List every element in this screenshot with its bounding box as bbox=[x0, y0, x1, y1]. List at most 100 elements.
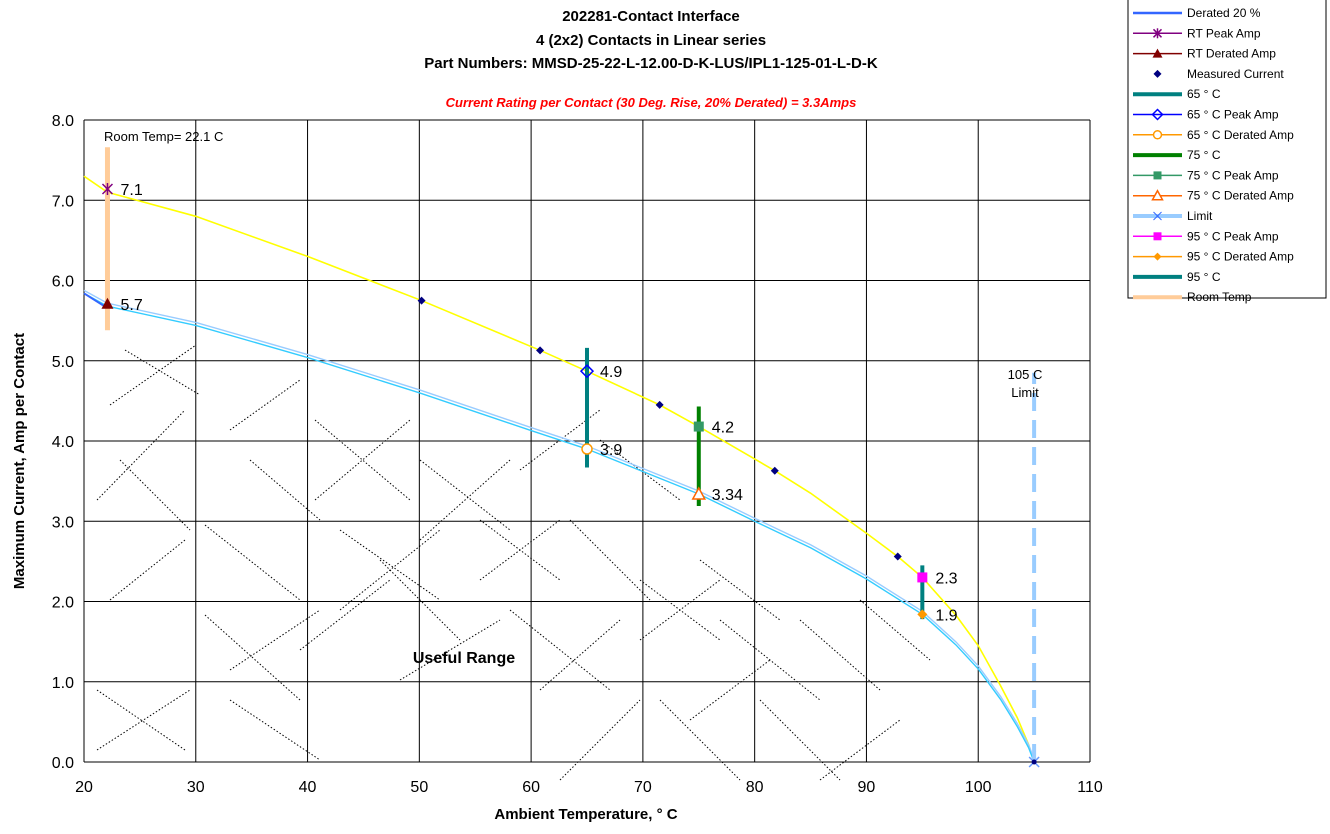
legend-label: 75 ° C Derated Amp bbox=[1187, 189, 1294, 203]
y-tick-label: 6.0 bbox=[52, 274, 74, 291]
legend-label: 95 ° C Derated Amp bbox=[1187, 250, 1294, 264]
legend: Derated 20 % RT Peak Amp RT Derated Amp Mea… bbox=[1127, 0, 1327, 304]
data-point bbox=[1152, 130, 1163, 140]
y-tick-label: 4.0 bbox=[52, 434, 74, 451]
endpoint-dot bbox=[1031, 759, 1037, 765]
hatch-line bbox=[109, 539, 186, 601]
curves bbox=[83, 175, 1035, 763]
hatch-line bbox=[699, 559, 781, 621]
legend-entry: 65 ° C Peak Amp bbox=[1133, 108, 1279, 122]
data-point bbox=[770, 466, 779, 475]
hatch-line bbox=[819, 719, 901, 781]
y-tick-label: 2.0 bbox=[52, 595, 74, 612]
x-tick-label: 70 bbox=[634, 779, 652, 796]
hatch-line bbox=[379, 559, 461, 641]
legend-entry: Derated 20 % bbox=[1133, 6, 1261, 20]
data-point bbox=[101, 297, 114, 309]
hatch-line bbox=[249, 459, 321, 521]
data-point bbox=[691, 486, 707, 500]
legend-entry: Limit bbox=[1133, 209, 1213, 223]
hatch-line bbox=[109, 344, 197, 406]
hatch-line bbox=[689, 659, 771, 721]
hatch-line bbox=[509, 609, 611, 691]
data-point bbox=[655, 400, 664, 409]
y-tick-label: 7.0 bbox=[52, 193, 74, 210]
legend-label: RT Peak Amp bbox=[1187, 26, 1261, 40]
data-point bbox=[893, 552, 902, 561]
hatch-line bbox=[119, 459, 191, 531]
hatch-line bbox=[759, 699, 841, 781]
hatch-line bbox=[96, 689, 186, 751]
hatch-line bbox=[96, 689, 191, 751]
chart-title-line-1: 202281-Contact Interface bbox=[562, 8, 740, 25]
legend-label: 75 ° C Peak Amp bbox=[1187, 168, 1279, 182]
legend-box bbox=[1127, 0, 1327, 299]
chart-title-line-3: Part Numbers: MMSD-25-22-L-12.00-D-K-LUS… bbox=[424, 55, 878, 72]
hatch-line bbox=[204, 614, 301, 701]
range-bars bbox=[104, 147, 1037, 762]
useful-range-hatch bbox=[96, 344, 931, 781]
hatch-line bbox=[96, 409, 186, 501]
limit-annotation-line-1: 105 C bbox=[1008, 367, 1043, 382]
hatch-line bbox=[479, 519, 561, 581]
legend-entry: Measured Current bbox=[1153, 67, 1284, 81]
legend-entry: Room Temp bbox=[1133, 290, 1252, 304]
data-point bbox=[917, 609, 928, 620]
legend-label: 75 ° C bbox=[1187, 148, 1221, 162]
legend-entry: 95 ° C bbox=[1133, 270, 1221, 284]
x-tick-label: 20 bbox=[75, 779, 93, 796]
hatch-line bbox=[419, 459, 511, 541]
hatch-line bbox=[539, 619, 621, 691]
y-tick-label: 0.0 bbox=[52, 755, 74, 772]
axis-ticks: 20 30 40 50 60 70 80 90 100 110 0.0 1.0 2.0 3.0 4.0 5.0… bbox=[52, 113, 1103, 796]
hatch-line bbox=[204, 524, 301, 601]
x-tick-label: 30 bbox=[187, 779, 205, 796]
data-marks: 7.1 5.7 4.9 3.9 4.2 3.34 2.3 1.9 bbox=[101, 182, 1040, 768]
x-tick-label: 60 bbox=[522, 779, 540, 796]
legend-entry: 95 ° C Derated Amp bbox=[1133, 250, 1294, 264]
x-tick-label: 80 bbox=[746, 779, 764, 796]
legend-label: Limit bbox=[1187, 209, 1213, 223]
hatch-line bbox=[559, 699, 641, 781]
legend-label: 95 ° C Peak Amp bbox=[1187, 229, 1279, 243]
legend-label: 65 ° C bbox=[1187, 87, 1221, 101]
legend-label: Measured Current bbox=[1187, 67, 1284, 81]
data-label: 1.9 bbox=[935, 607, 957, 624]
derated-curve-upper bbox=[83, 289, 1035, 760]
data-point bbox=[1153, 69, 1162, 78]
legend-entry: 75 ° C bbox=[1133, 148, 1221, 162]
data-label: 3.34 bbox=[712, 487, 743, 504]
chart-subtitle: Current Rating per Contact (30 Deg. Rise… bbox=[446, 95, 857, 110]
x-tick-label: 100 bbox=[965, 779, 992, 796]
star-stroke bbox=[1152, 28, 1163, 38]
data-label: 2.3 bbox=[935, 570, 957, 587]
hatch-line bbox=[229, 379, 301, 431]
legend-entry: 95 ° C Peak Amp bbox=[1133, 229, 1279, 243]
legend-label: Room Temp bbox=[1187, 290, 1252, 304]
data-point bbox=[1153, 171, 1162, 180]
legend-entry: 65 ° C bbox=[1133, 87, 1221, 101]
useful-range-label: Useful Range bbox=[413, 650, 515, 667]
legend-entry: RT Peak Amp bbox=[1133, 26, 1261, 40]
legend-entry: RT Derated Amp bbox=[1133, 47, 1276, 61]
data-point bbox=[1153, 252, 1162, 261]
legend-entry: 75 ° C Peak Amp bbox=[1133, 168, 1279, 182]
hatch-line bbox=[799, 619, 881, 691]
y-tick-label: 1.0 bbox=[52, 675, 74, 692]
legend-label: 65 ° C Derated Amp bbox=[1187, 128, 1294, 142]
limit-annotation-line-2: Limit bbox=[1011, 385, 1039, 400]
legend-label: 95 ° C bbox=[1187, 270, 1221, 284]
y-tick-label: 5.0 bbox=[52, 354, 74, 371]
x-tick-label: 90 bbox=[858, 779, 876, 796]
hatch-line bbox=[339, 529, 441, 601]
legend-swatch-x bbox=[1153, 211, 1162, 221]
data-point bbox=[1152, 28, 1163, 39]
hatch-line bbox=[719, 619, 821, 701]
x-tick-label: 50 bbox=[410, 779, 428, 796]
data-point bbox=[917, 572, 928, 583]
data-label: 3.9 bbox=[600, 442, 622, 459]
x-axis-label: Ambient Temperature, ° C bbox=[494, 806, 677, 823]
legend-label: 65 ° C Peak Amp bbox=[1187, 108, 1279, 122]
data-label: 5.7 bbox=[120, 297, 142, 314]
hatch-line bbox=[124, 349, 201, 396]
